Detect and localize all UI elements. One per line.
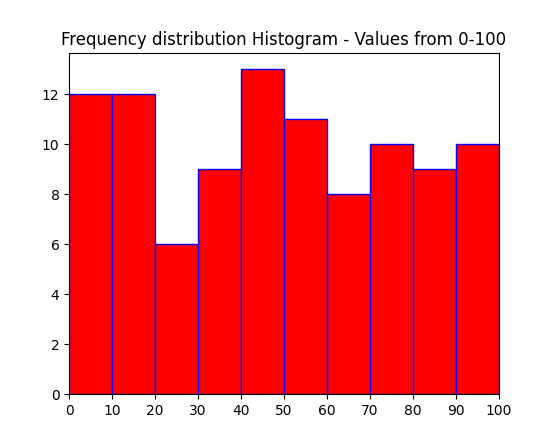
- Title: Frequency distribution Histogram - Values from 0-100: Frequency distribution Histogram - Value…: [61, 31, 506, 49]
- Bar: [327, 194, 370, 394]
- Bar: [241, 70, 284, 394]
- Bar: [370, 144, 413, 394]
- Bar: [284, 119, 327, 394]
- Bar: [456, 144, 499, 394]
- Bar: [69, 94, 112, 394]
- Bar: [112, 94, 155, 394]
- Bar: [155, 245, 198, 394]
- Bar: [413, 169, 456, 394]
- Bar: [198, 169, 241, 394]
